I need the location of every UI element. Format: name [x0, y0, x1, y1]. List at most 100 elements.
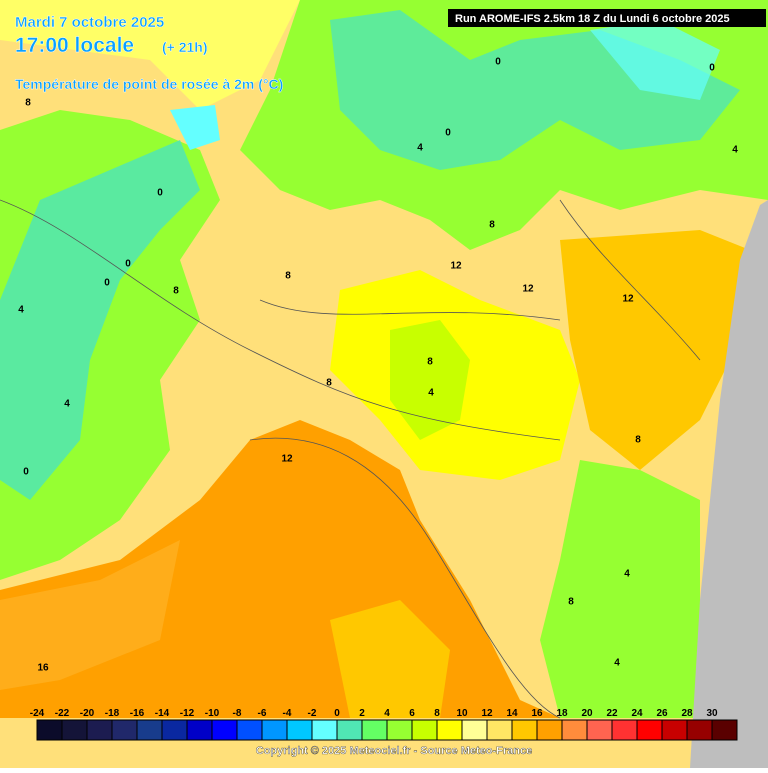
legend-label: -16: [130, 708, 145, 719]
legend-swatch: [211, 719, 238, 741]
legend-label: -8: [233, 708, 242, 719]
legend-label: 26: [656, 708, 668, 719]
west-cold: [0, 140, 200, 500]
legend-label: -10: [205, 708, 220, 719]
contour-label: 12: [522, 284, 534, 295]
legend-swatch: [511, 719, 538, 741]
legend-label: -20: [80, 708, 95, 719]
legend-swatch: [86, 719, 113, 741]
contour-label: 12: [281, 454, 293, 465]
legend: -24 -22 -20 -18 -16 -14 -12 -10 -8 -6 -4 -2 0 2 4 6 8 10 1…: [30, 708, 738, 741]
legend-swatch: [561, 719, 588, 741]
island-zone: [330, 600, 450, 718]
contour-labels: 0 0 0 4 4 8 8 12 12 12 8 0 0 0 4 8 4 0 8 4 8 12 8 4 8 4 16: [18, 57, 738, 674]
contour-label: 8: [25, 98, 31, 109]
legend-swatch: [436, 719, 463, 741]
border: [0, 199, 701, 719]
legend-swatch: [236, 719, 263, 741]
alps-cold: [590, 20, 720, 100]
legend-label: -6: [258, 708, 267, 719]
legend-label: 28: [681, 708, 693, 719]
legend-swatch: [261, 719, 288, 741]
contour-label: 0: [445, 128, 451, 139]
contour-label: 8: [568, 597, 574, 608]
legend-swatch: [461, 719, 488, 741]
legend-label: 16: [531, 708, 543, 719]
contour-label: 4: [624, 569, 630, 580]
contour-label: 4: [64, 399, 70, 410]
sea-zone: [0, 540, 180, 690]
contour-label: 4: [417, 143, 423, 154]
legend-label: -22: [55, 708, 70, 719]
run-box: [448, 9, 766, 27]
variable: Température de point de rosée à 2m (°C): [15, 76, 283, 92]
legend-swatch: [61, 719, 88, 741]
adriatic-zone: [560, 230, 750, 470]
legend-swatch: [311, 719, 338, 741]
contour-label: 0: [23, 467, 29, 478]
legend-label: 30: [706, 708, 718, 719]
contour-label: 4: [614, 658, 620, 669]
contour-label: 0: [709, 63, 715, 74]
legend-label: 20: [581, 708, 593, 719]
time: 17:00 locale: [15, 34, 134, 57]
contour-label: 4: [732, 145, 738, 156]
legend-label: 4: [384, 708, 390, 719]
legend-swatch: [336, 719, 363, 741]
legend-label: -18: [105, 708, 120, 719]
legend-swatch: [186, 719, 213, 741]
legend-label: -2: [308, 708, 317, 719]
legend-label: 24: [631, 708, 643, 719]
outside-domain: [690, 200, 768, 768]
legend-swatch: [611, 719, 638, 741]
legend-swatch: [111, 719, 138, 741]
legend-label: -12: [180, 708, 195, 719]
contour-label: 0: [104, 278, 110, 289]
legend-label: 12: [481, 708, 493, 719]
legend-swatch: [161, 719, 188, 741]
legend-swatch: [286, 719, 313, 741]
lead: (+ 21h): [162, 39, 208, 55]
legend-label: 22: [606, 708, 618, 719]
contour-label: 8: [285, 271, 291, 282]
legend-swatch: [361, 719, 388, 741]
legend-swatch: [536, 719, 563, 741]
legend-label: 0: [334, 708, 340, 719]
contour-label: 0: [125, 259, 131, 270]
legend-swatch: [486, 719, 513, 741]
legend-swatch: [411, 719, 438, 741]
legend-swatch: [386, 719, 413, 741]
legend-label: -24: [30, 708, 45, 719]
contour-label: 8: [635, 435, 641, 446]
contour-label: 8: [326, 378, 332, 389]
contour-label: 0: [157, 188, 163, 199]
run-info: Run AROME-IFS 2.5km 18 Z du Lundi 6 octo…: [455, 13, 730, 25]
legend-swatch: [661, 719, 688, 741]
contour-label: 16: [37, 663, 49, 674]
legend-swatch: [136, 719, 163, 741]
legend-swatch: [686, 719, 713, 741]
legend-swatch: [636, 719, 663, 741]
contour-label: 8: [427, 357, 433, 368]
legend-label: 8: [434, 708, 440, 719]
legend-label: 14: [506, 708, 518, 719]
po-green: [390, 320, 470, 440]
legend-label: -14: [155, 708, 170, 719]
land-zone: [0, 0, 300, 110]
legend-swatch: [36, 719, 63, 741]
legend-swatch: [711, 719, 738, 741]
date: Mardi 7 octobre 2025: [15, 14, 164, 31]
east-zone: [540, 460, 700, 718]
contour-label: 0: [495, 57, 501, 68]
contour-label: 4: [428, 388, 434, 399]
legend-label: 10: [456, 708, 468, 719]
cold-spot: [170, 105, 220, 150]
contour-label: 4: [18, 305, 24, 316]
contour-label: 12: [622, 294, 634, 305]
legend-swatch: [586, 719, 613, 741]
legend-label: -4: [283, 708, 292, 719]
legend-label: 2: [359, 708, 365, 719]
legend-label: 18: [556, 708, 568, 719]
contour-label: 8: [173, 286, 179, 297]
contour-label: 12: [450, 261, 462, 272]
